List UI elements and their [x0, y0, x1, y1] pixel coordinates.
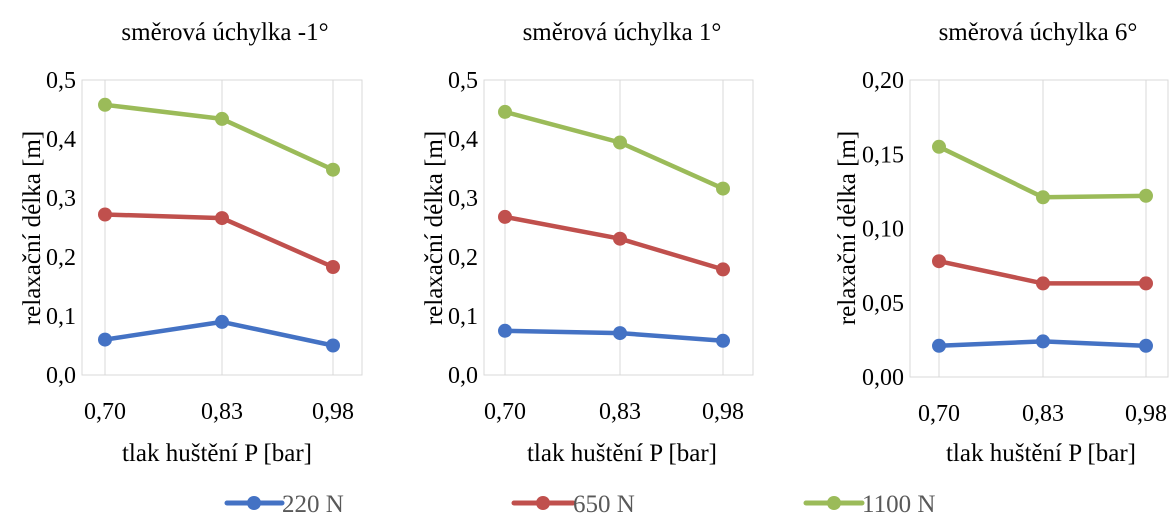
- y-tick-label: 0,00: [862, 365, 904, 391]
- legend-entry-220n: 220 N: [224, 491, 344, 518]
- data-point-220n: [716, 333, 730, 348]
- y-tick-label: 0,4: [448, 127, 478, 153]
- plot-area: [81, 79, 363, 376]
- y-axis-label: relaxační délka [m]: [421, 131, 448, 325]
- chart-panel-3: směrová úchylka 6° relaxační délka [m] t…: [834, 19, 1169, 467]
- x-tick-label: 0,70: [484, 399, 526, 425]
- plot-area: [483, 79, 754, 376]
- x-axis-label: tlak huštění P [bar]: [946, 440, 1136, 467]
- legend-marker-1100n: [827, 496, 841, 510]
- y-axis-label: relaxační délka [m]: [19, 131, 46, 325]
- y-tick-label: 0,2: [46, 245, 76, 271]
- data-point-1100n: [98, 97, 112, 112]
- legend: 220 N 650 N 1100 N: [224, 491, 935, 518]
- y-tick-label: 0,0: [46, 363, 76, 389]
- y-tick-label: 0,5: [448, 68, 478, 94]
- y-tick-label: 0,15: [862, 142, 904, 168]
- x-tick-label: 0,70: [918, 401, 960, 427]
- x-axis-label: tlak huštění P [bar]: [527, 440, 717, 467]
- chart-title: směrová úchylka 1°: [523, 19, 722, 46]
- chart-panel-1: směrová úchylka -1° relaxační délka [m] …: [19, 19, 363, 467]
- legend-entry-1100n: 1100 N: [803, 491, 935, 518]
- data-point-650n: [932, 254, 946, 269]
- data-point-650n: [326, 260, 340, 274]
- x-tick-label: 0,83: [599, 399, 641, 425]
- y-tick-label: 0,10: [862, 217, 904, 243]
- data-point-220n: [1036, 334, 1050, 349]
- data-point-650n: [215, 211, 229, 226]
- chart-panel-2: směrová úchylka 1° relaxační délka [m] t…: [421, 19, 754, 467]
- legend-marker-220n: [247, 496, 261, 510]
- data-point-220n: [326, 338, 340, 353]
- data-point-650n: [498, 209, 512, 224]
- x-tick-label: 0,98: [312, 399, 354, 425]
- data-point-1100n: [326, 162, 340, 177]
- x-tick-label: 0,70: [84, 399, 126, 425]
- x-tick-label: 0,98: [702, 399, 744, 425]
- y-tick-label: 0,05: [862, 291, 904, 317]
- legend-label-650n: 650 N: [573, 491, 635, 518]
- plot-area: [909, 79, 1169, 378]
- x-tick-label: 0,83: [201, 399, 243, 425]
- data-point-650n: [98, 207, 112, 222]
- y-tick-label: 0,3: [448, 186, 478, 212]
- y-tick-label: 0,0: [448, 363, 478, 389]
- y-axis-label: relaxační délka [m]: [834, 131, 861, 325]
- x-tick-label: 0,83: [1022, 401, 1064, 427]
- data-point-220n: [498, 323, 512, 338]
- x-axis-label: tlak huštění P [bar]: [122, 440, 312, 467]
- legend-entry-650n: 650 N: [511, 491, 635, 518]
- data-point-220n: [98, 332, 112, 347]
- y-tick-label: 0,1: [46, 304, 76, 330]
- data-point-1100n: [932, 139, 946, 154]
- y-tick-label: 0,3: [46, 186, 76, 212]
- y-tick-label: 0,1: [448, 304, 478, 330]
- data-point-1100n: [1139, 188, 1153, 203]
- data-point-220n: [215, 314, 229, 329]
- data-point-220n: [613, 326, 627, 341]
- legend-label-220n: 220 N: [282, 491, 344, 518]
- data-point-650n: [613, 231, 627, 246]
- legend-label-1100n: 1100 N: [862, 491, 935, 518]
- x-tick-label: 0,98: [1125, 401, 1167, 427]
- data-point-650n: [1139, 276, 1153, 291]
- y-tick-label: 0,2: [448, 245, 478, 271]
- series-line-650n: [502, 214, 726, 272]
- chart-title: směrová úchylka -1°: [121, 19, 328, 46]
- data-point-1100n: [613, 135, 627, 150]
- y-tick-label: 0,20: [862, 68, 904, 94]
- y-tick-label: 0,4: [46, 127, 76, 153]
- chart-title: směrová úchylka 6°: [939, 19, 1138, 46]
- data-point-650n: [1036, 276, 1050, 291]
- y-tick-label: 0,5: [46, 68, 76, 94]
- data-point-1100n: [716, 181, 730, 196]
- legend-marker-650n: [536, 496, 550, 510]
- data-point-1100n: [1036, 190, 1050, 205]
- data-point-1100n: [498, 104, 512, 119]
- data-point-220n: [1139, 338, 1153, 353]
- data-point-650n: [716, 262, 730, 277]
- data-point-1100n: [215, 111, 229, 126]
- data-point-220n: [932, 338, 946, 353]
- series-line-1100n: [502, 109, 726, 191]
